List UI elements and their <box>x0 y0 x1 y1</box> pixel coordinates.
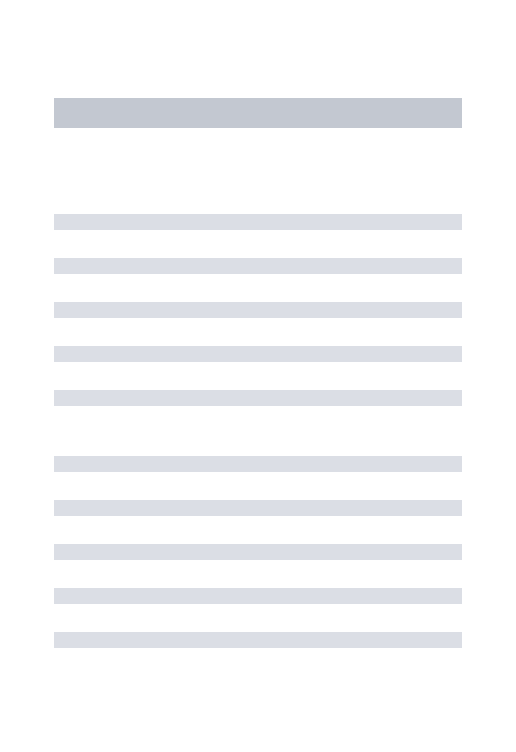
text-line-placeholder <box>54 632 462 648</box>
text-line-placeholder <box>54 346 462 362</box>
text-line-placeholder <box>54 390 462 406</box>
skeleton-container <box>0 0 516 752</box>
line-group <box>54 456 462 648</box>
text-line-placeholder <box>54 214 462 230</box>
text-line-placeholder <box>54 456 462 472</box>
line-group <box>54 214 462 406</box>
header-placeholder <box>54 98 462 128</box>
text-line-placeholder <box>54 302 462 318</box>
text-line-placeholder <box>54 544 462 560</box>
text-line-placeholder <box>54 500 462 516</box>
text-line-placeholder <box>54 258 462 274</box>
text-line-placeholder <box>54 588 462 604</box>
